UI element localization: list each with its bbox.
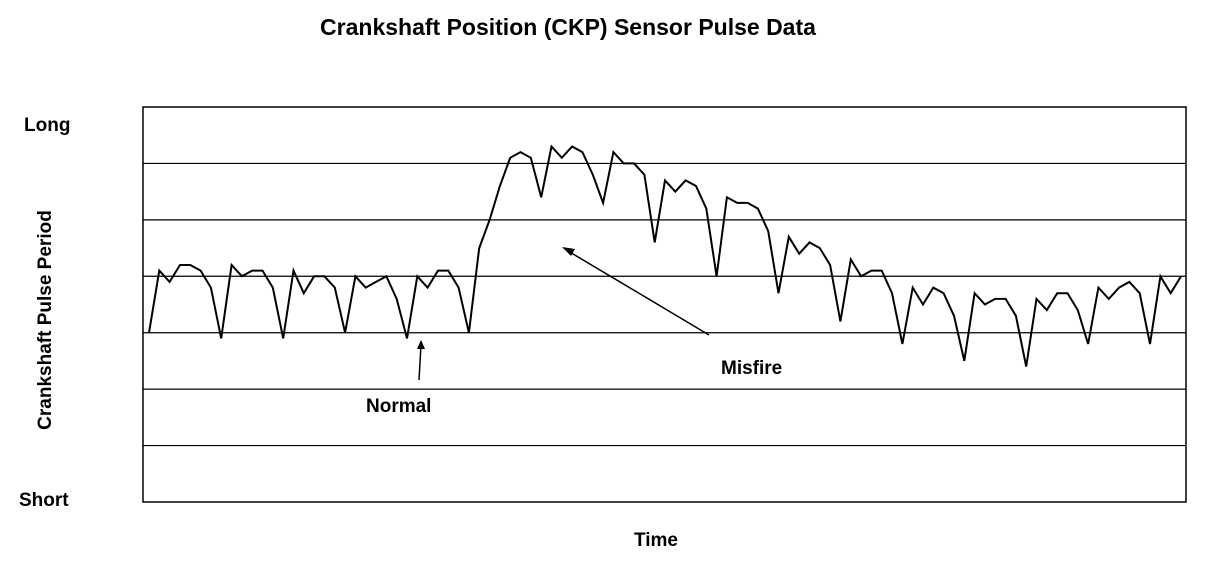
annotation-normal: Normal <box>366 396 432 417</box>
y-tick-short: Short <box>19 490 69 511</box>
grid-lines <box>143 162 1186 447</box>
pulse-period-line <box>148 144 1182 367</box>
y-tick-long: Long <box>24 115 71 136</box>
misfire-arrow <box>567 250 710 336</box>
x-axis-label: Time <box>633 530 679 551</box>
plot-frame <box>142 106 1187 503</box>
chart-title: Crankshaft Position (CKP) Sensor Pulse D… <box>320 14 816 40</box>
misfire-arrowhead <box>562 247 575 256</box>
annotation-misfire: Misfire <box>721 358 783 379</box>
normal-arrow <box>418 344 422 381</box>
annotation-arrows <box>417 247 710 381</box>
normal-arrowhead <box>417 340 425 349</box>
